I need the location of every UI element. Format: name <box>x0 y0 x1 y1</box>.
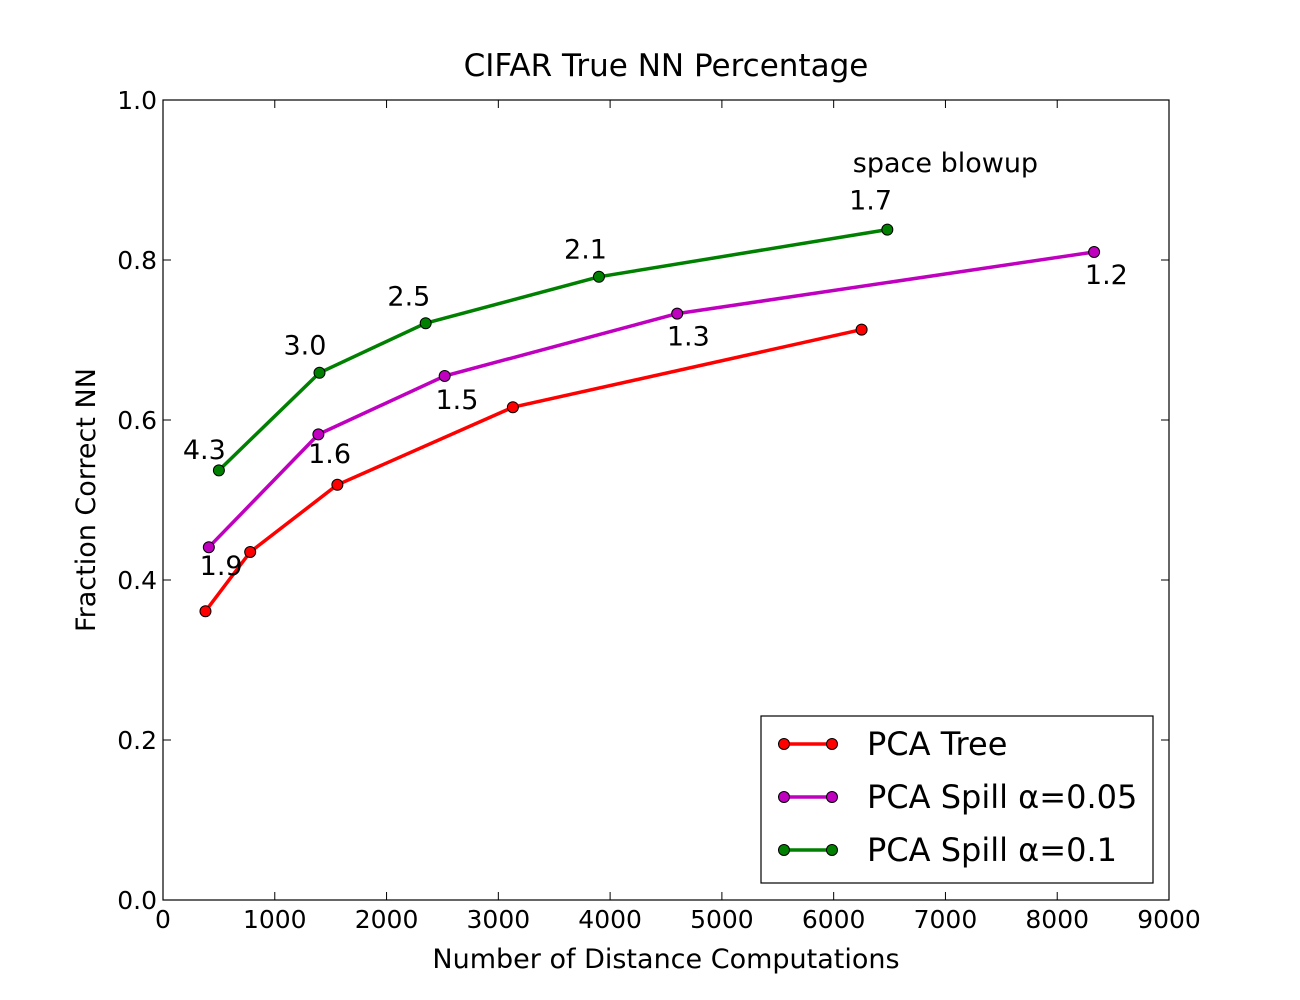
x-tick-label-9: 9000 <box>1137 905 1201 934</box>
plot-area: 0 1000 2000 3000 4000 5000 6000 7000 8000 9000 0.0… <box>117 86 1201 934</box>
series-line-1 <box>207 250 1095 549</box>
data-point-2-3 <box>592 270 605 283</box>
x-tick-label-3: 3000 <box>467 905 531 934</box>
y-tick-label-2: 0.4 <box>117 566 157 595</box>
legend-marker-right-2 <box>826 844 838 856</box>
legend-marker-left-1 <box>778 791 790 803</box>
legend-label-1: PCA Spill α=0.05 <box>867 778 1137 816</box>
x-tick-label-0: 0 <box>155 905 171 934</box>
legend-marker-right-1 <box>826 791 838 803</box>
data-point-1-1 <box>312 428 325 441</box>
y-tick-label-4: 0.8 <box>117 246 157 275</box>
legend-marker-right-0 <box>826 738 838 750</box>
data-point-2-1 <box>313 366 326 379</box>
data-point-1-2 <box>438 370 451 382</box>
x-tick-label-2: 2000 <box>355 905 419 934</box>
data-point-0-3 <box>506 401 519 414</box>
y-tick-label-0: 0.0 <box>117 886 157 915</box>
x-tick-label-7: 7000 <box>914 905 978 934</box>
legend-marker-left-0 <box>778 738 790 750</box>
x-tick-label-6: 6000 <box>802 905 866 934</box>
data-point-2-4 <box>881 223 894 236</box>
x-tick-label-8: 8000 <box>1025 905 1089 934</box>
legend-label-2: PCA Spill α=0.1 <box>867 831 1117 869</box>
annotation-3: 2.5 <box>387 282 430 313</box>
y-tick-label-5: 1.0 <box>117 86 157 115</box>
annotation-6: 1.9 <box>200 551 243 582</box>
annotation-10: 1.2 <box>1085 260 1128 291</box>
annotation-1: 4.3 <box>183 435 226 466</box>
data-point-0-1 <box>244 546 257 558</box>
annotation-5: 1.7 <box>849 186 892 217</box>
annotation-7: 1.6 <box>308 439 351 470</box>
data-point-2-2 <box>419 317 432 330</box>
legend: PCA Tree PCA Spill α=0.05 PCA Spill α=0.1 <box>760 715 1154 884</box>
y-axis-label: Fraction Correct NN <box>71 368 102 632</box>
data-point-1-4 <box>1088 246 1101 258</box>
data-point-0-4 <box>855 323 868 336</box>
legend-label-0: PCA Tree <box>867 725 1007 763</box>
data-point-0-0 <box>199 605 212 618</box>
x-tick-label-1: 1000 <box>243 905 307 934</box>
chart-title: CIFAR True NN Percentage <box>464 48 869 84</box>
y-tick-label-3: 0.6 <box>117 406 157 435</box>
series-line-0 <box>204 327 862 613</box>
data-point-2-0 <box>212 464 225 477</box>
x-tick-label-5: 5000 <box>690 905 754 934</box>
annotation-8: 1.5 <box>435 385 478 416</box>
axes-frame <box>162 99 1170 901</box>
annotation-2: 3.0 <box>283 330 326 361</box>
x-tick-label-4: 4000 <box>578 905 642 934</box>
data-point-0-2 <box>331 478 344 491</box>
data-point-1-3 <box>671 307 684 320</box>
annotation-4: 2.1 <box>564 234 607 265</box>
annotation-0: space blowup <box>853 148 1038 179</box>
data-point-1-0 <box>202 541 215 554</box>
y-tick-label-1: 0.2 <box>117 726 157 755</box>
x-axis-label: Number of Distance Computations <box>432 944 899 975</box>
annotation-9: 1.3 <box>667 322 710 353</box>
legend-marker-left-2 <box>778 844 790 856</box>
